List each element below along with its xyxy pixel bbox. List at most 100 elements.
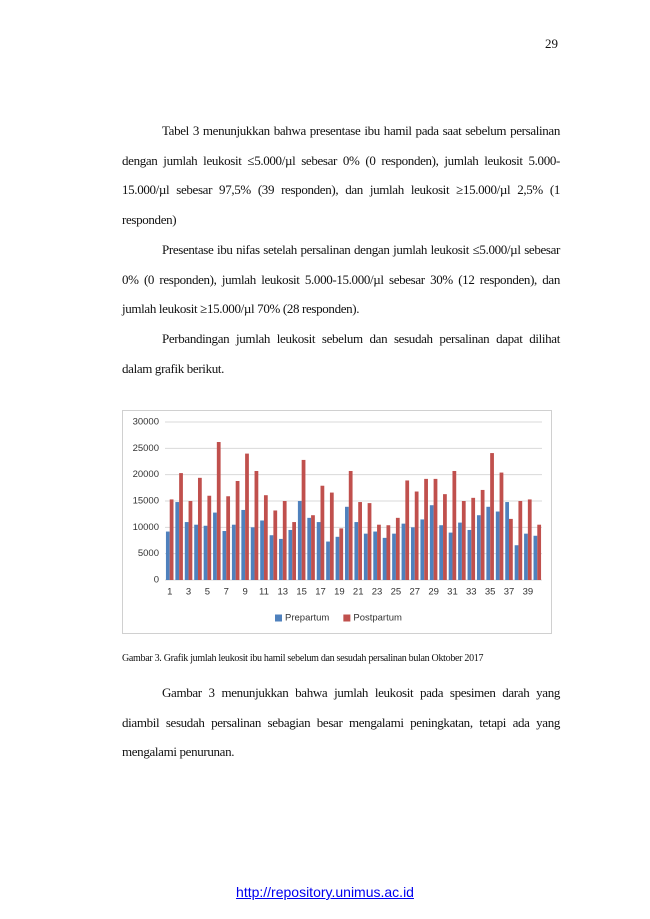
bar	[514, 545, 519, 580]
bar	[250, 527, 255, 580]
bar	[537, 524, 542, 580]
x-tick-label: 23	[372, 587, 383, 598]
bar	[377, 524, 381, 580]
bar	[231, 524, 236, 580]
x-tick-label: 33	[466, 587, 477, 598]
x-tick-label: 1	[167, 587, 172, 598]
y-tick-label: 30000	[133, 417, 159, 428]
x-tick-label: 35	[485, 587, 496, 598]
bar	[524, 533, 528, 580]
x-tick-label: 25	[391, 587, 402, 598]
bar	[279, 538, 283, 580]
bar	[354, 522, 359, 580]
bar	[297, 501, 302, 580]
bar	[165, 531, 170, 580]
bar	[410, 527, 415, 580]
bar	[194, 524, 198, 580]
y-tick-label: 5000	[138, 548, 159, 559]
x-tick-label: 39	[523, 587, 534, 598]
bar	[382, 537, 387, 580]
bar	[527, 499, 532, 580]
bar	[439, 525, 444, 580]
bar	[273, 510, 278, 580]
bar	[358, 502, 362, 580]
bar	[509, 518, 513, 580]
bar	[241, 509, 246, 580]
bar	[335, 536, 340, 580]
x-tick-label: 3	[186, 587, 191, 598]
legend-label: Postpartum	[353, 613, 402, 624]
bar	[329, 492, 334, 580]
bar	[471, 497, 476, 580]
bar	[175, 502, 180, 580]
bar	[414, 491, 419, 580]
bar	[452, 470, 457, 580]
bar	[348, 470, 353, 580]
chart-container: 0 5000 10000 15000 20000 25000 30000 1 3 5 7 9 11 13 1…	[122, 410, 552, 639]
bar	[203, 525, 208, 580]
bar	[480, 489, 485, 580]
bar	[320, 485, 325, 580]
bar	[188, 501, 193, 580]
bar	[433, 478, 438, 580]
bar	[533, 535, 538, 580]
bar	[245, 453, 249, 580]
bar	[443, 494, 447, 580]
bar	[254, 470, 259, 580]
bar	[207, 495, 212, 580]
legend-label: Prepartum	[285, 613, 329, 624]
bar	[461, 501, 466, 580]
y-tick-label: 25000	[133, 443, 159, 454]
bar	[345, 506, 349, 580]
bar	[311, 515, 315, 580]
y-tick-label: 20000	[133, 469, 159, 480]
bar	[499, 472, 504, 580]
y-tick-label: 15000	[133, 496, 159, 507]
bar	[476, 515, 481, 580]
x-tick-label: 27	[409, 587, 420, 598]
bar	[292, 522, 297, 580]
x-tick-label: 15	[296, 587, 307, 598]
bar	[420, 519, 425, 580]
bar	[401, 523, 406, 580]
footer-link[interactable]: http://repository.unimus.ac.id	[236, 884, 414, 900]
bar	[307, 517, 312, 580]
bar	[339, 528, 344, 580]
bar	[495, 511, 500, 580]
bar	[467, 529, 472, 580]
paragraph: Gambar 3 menunjukkan bahwa jumlah leukos…	[122, 685, 560, 759]
x-tick-label: 29	[428, 587, 439, 598]
bar	[222, 531, 227, 580]
bar	[392, 533, 396, 580]
bar	[386, 525, 391, 580]
bar	[424, 478, 428, 580]
bar	[169, 499, 174, 580]
bar	[235, 480, 240, 580]
y-tick-label: 0	[154, 575, 159, 586]
bar	[288, 529, 293, 580]
x-tick-label: 31	[447, 587, 458, 598]
bar	[179, 473, 183, 580]
legend-swatch	[275, 614, 282, 622]
bar	[197, 477, 202, 580]
x-tick-label: 5	[205, 587, 210, 598]
bar	[316, 522, 321, 580]
bar	[226, 496, 231, 580]
paragraph: Tabel 3 menunjukkan bahwa presentase ibu…	[122, 123, 560, 227]
x-tick-label: 37	[504, 587, 515, 598]
bar	[490, 453, 494, 580]
paragraph: Perbandingan jumlah leukosit sebelum dan…	[122, 331, 560, 376]
bar	[184, 522, 189, 580]
legend-swatch	[343, 614, 351, 622]
figure-caption: Gambar 3. Grafik jumlah leukosit ibu ham…	[122, 653, 484, 664]
x-tick-label: 11	[259, 587, 269, 598]
bar	[269, 535, 274, 580]
bar	[518, 501, 523, 580]
y-tick-label: 10000	[133, 522, 159, 533]
bar	[301, 459, 306, 580]
bar	[363, 533, 368, 580]
bar	[260, 520, 264, 580]
x-tick-label: 7	[224, 587, 229, 598]
